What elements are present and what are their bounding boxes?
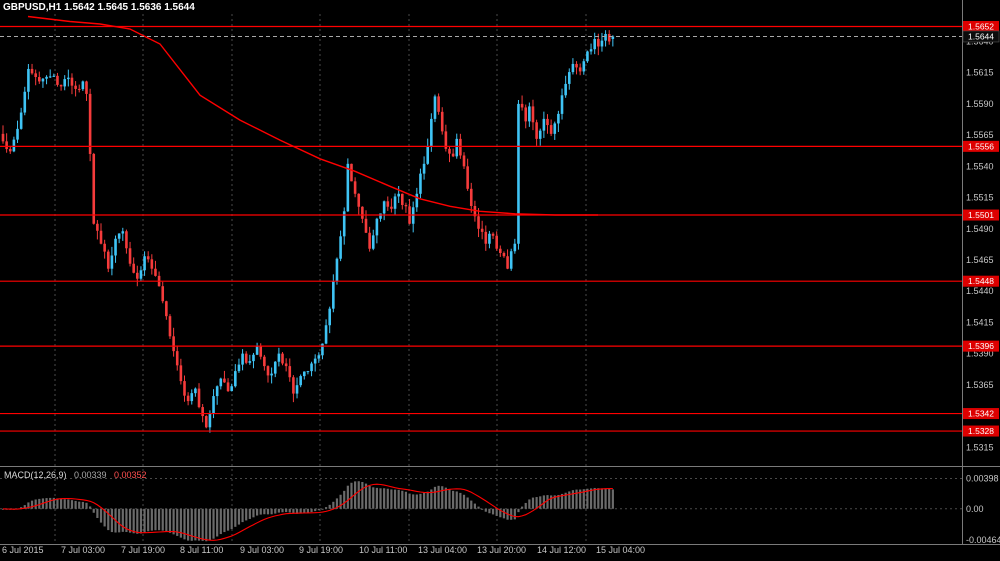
time-axis-label[interactable]: 14 Jul 12:00: [537, 545, 586, 555]
price-level-label: 1.5501: [963, 209, 999, 221]
time-axis-label[interactable]: 13 Jul 04:00: [418, 545, 467, 555]
macd-signal-line: [2, 483, 613, 541]
price-axis-label: 1.5315: [966, 442, 994, 452]
macd-axis-label: 0.00398: [966, 474, 999, 484]
svg-text:1.5644: 1.5644: [968, 31, 994, 41]
price-axis-label: 1.5590: [966, 99, 994, 109]
price-axis-label: 1.5515: [966, 193, 994, 203]
chart-title: GBPUSD,H1 1.5642 1.5645 1.5636 1.5644: [3, 2, 195, 13]
price-level-label: 1.5328: [963, 425, 999, 437]
macd-signal-value: 0.00352: [114, 470, 147, 480]
price-axis-label: 1.5390: [966, 349, 994, 359]
svg-text:1.5501: 1.5501: [968, 210, 994, 220]
time-axis-label[interactable]: 9 Jul 03:00: [240, 545, 284, 555]
time-axis-label[interactable]: 7 Jul 19:00: [121, 545, 165, 555]
time-axis-label[interactable]: 15 Jul 04:00: [596, 545, 645, 555]
price-axis-label: 1.5465: [966, 255, 994, 265]
price-axis-label: 1.5440: [966, 286, 994, 296]
svg-text:1.5396: 1.5396: [968, 341, 994, 351]
day-separator-gridlines: [0, 14, 962, 544]
macd-value: 0.00339: [74, 470, 107, 480]
svg-text:1.5652: 1.5652: [968, 21, 994, 31]
price-level-label: 1.5652: [963, 20, 999, 32]
time-axis-label[interactable]: 8 Jul 11:00: [180, 545, 223, 555]
time-axis-label[interactable]: 9 Jul 19:00: [299, 545, 343, 555]
price-axis-label: 1.5540: [966, 161, 994, 171]
macd-histogram: [1, 481, 614, 542]
time-axis-label[interactable]: 10 Jul 11:00: [359, 545, 407, 555]
price-axis-label: 1.5565: [966, 130, 994, 140]
price-axis-label: 1.5615: [966, 68, 994, 78]
svg-text:1.5448: 1.5448: [968, 276, 994, 286]
macd-axis-label: -0.00464: [966, 535, 1000, 545]
time-axis-label[interactable]: 6 Jul 2015: [2, 545, 44, 555]
macd-axis-label: 0.00: [966, 504, 984, 514]
svg-text:1.5556: 1.5556: [968, 141, 994, 151]
current-price-label: 1.5644: [962, 30, 1000, 43]
svg-text:1.5328: 1.5328: [968, 426, 994, 436]
price-axis-label: 1.5365: [966, 380, 994, 390]
macd-indicator-label: MACD(12,26,9): [4, 470, 67, 480]
price-axis-label: 1.5415: [966, 317, 994, 327]
time-axis-labels: 6 Jul 2015 7 Jul 03:00 7 Jul 19:00 8 Jul 11…: [2, 545, 645, 555]
price-level-label: 1.5396: [963, 340, 999, 352]
time-axis-label[interactable]: 7 Jul 03:00: [61, 545, 105, 555]
time-axis-label[interactable]: 13 Jul 20:00: [477, 545, 526, 555]
price-level-label: 1.5556: [963, 140, 999, 152]
moving-average-line: [27, 15, 598, 216]
candlesticks: [1, 30, 615, 433]
svg-text:1.5342: 1.5342: [968, 409, 994, 419]
price-level-label: 1.5448: [963, 275, 999, 287]
price-level-label: 1.5342: [963, 408, 999, 420]
price-axis-label: 1.5490: [966, 224, 994, 234]
